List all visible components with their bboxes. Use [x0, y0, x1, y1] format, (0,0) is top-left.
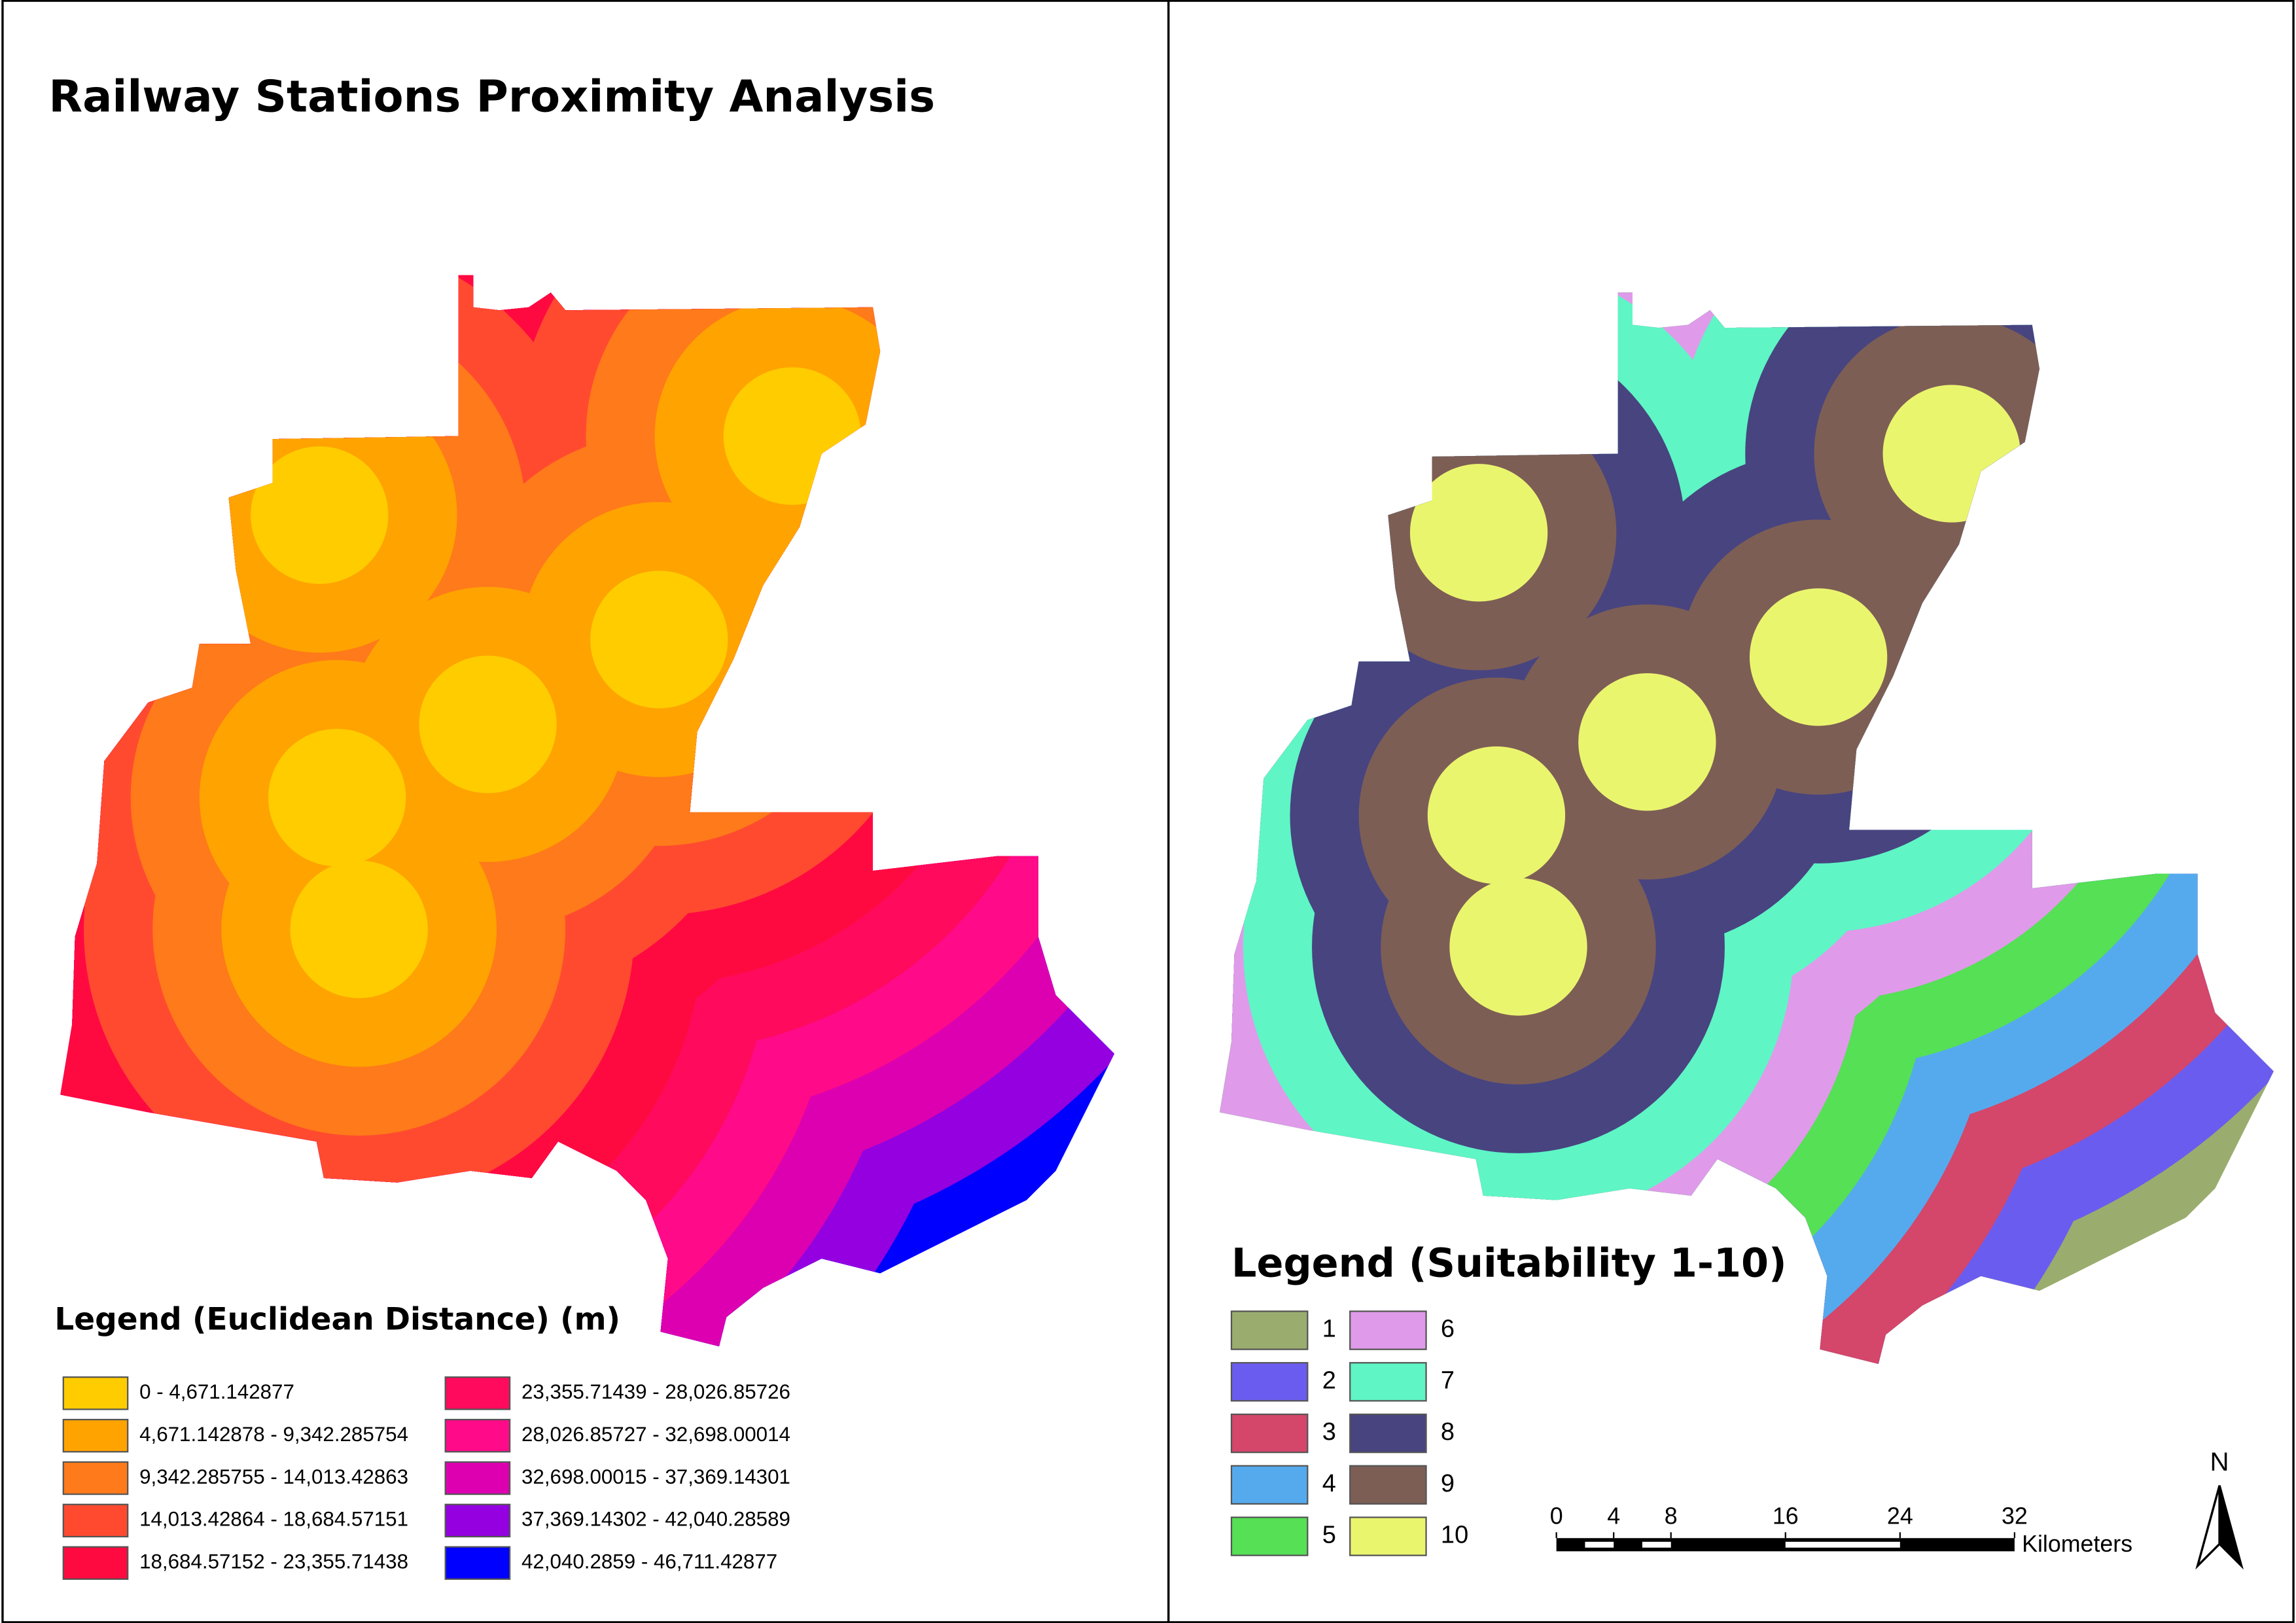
legend-swatch: [62, 1418, 129, 1453]
legend-swatch: [1230, 1465, 1309, 1505]
suitability-zone: [1749, 588, 1888, 726]
scale-tick-label: 16: [1773, 1503, 1799, 1529]
legend-label: 42,040.2859 - 46,711.42877: [521, 1550, 777, 1573]
suitability-zone: [1578, 673, 1716, 811]
legend-swatch: [62, 1546, 129, 1580]
distance-zone: [419, 655, 557, 794]
legend-label: 7: [1441, 1367, 1455, 1394]
scale-tick-label: 8: [1665, 1503, 1678, 1529]
north-label: N: [2210, 1447, 2229, 1476]
legend-label: 8: [1441, 1418, 1455, 1446]
scale-tick-label: 32: [2002, 1503, 2028, 1529]
scale-bar-segment: [1585, 1541, 1614, 1548]
legend-label: 1: [1322, 1316, 1336, 1343]
legend-label: 10: [1441, 1522, 1468, 1549]
legend-swatch: [1349, 1362, 1427, 1402]
distance-legend-title: Legend (Euclidean Distance) (m): [54, 1302, 620, 1338]
legend-label: 14,013.42864 - 18,684.57151: [139, 1508, 408, 1531]
legend-swatch: [62, 1376, 129, 1410]
legend-swatch: [1349, 1516, 1427, 1556]
north-arrow-right: [2218, 1485, 2244, 1570]
legend-label: 28,026.85727 - 32,698.00014: [521, 1423, 790, 1446]
north-arrow: N: [2195, 1447, 2244, 1570]
distance-zone: [723, 367, 862, 505]
legend-label: 23,355.71439 - 28,026.85726: [521, 1380, 790, 1403]
suitability-zone: [1449, 878, 1587, 1016]
legend-swatch: [1349, 1310, 1427, 1350]
legend-swatch: [444, 1418, 511, 1453]
scale-unit: Kilometers: [2022, 1531, 2132, 1557]
scale-bar-segment: [1642, 1541, 1671, 1548]
suitability-zone: [1427, 746, 1566, 884]
map-title: Railway Stations Proximity Analysis: [48, 71, 935, 122]
legend-label: 4: [1322, 1470, 1336, 1497]
distance-zone: [251, 446, 389, 584]
legend-label: 32,698.00015 - 37,369.14301: [521, 1465, 790, 1488]
legend-swatch: [1349, 1465, 1427, 1505]
legend-label: 9: [1441, 1470, 1455, 1497]
distance-zone: [590, 570, 728, 708]
suitability-map: [1220, 292, 2274, 1365]
distance-zone: [290, 860, 428, 998]
legend-label: 37,369.14302 - 42,040.28589: [521, 1508, 790, 1531]
scale-tick-label: 24: [1887, 1503, 1913, 1529]
distance-zone: [268, 729, 406, 867]
legend-label: 6: [1441, 1316, 1455, 1343]
suitability-map-frame: [1220, 292, 2274, 1365]
legend-swatch: [444, 1376, 511, 1410]
north-arrow-left: [2195, 1485, 2221, 1570]
legend-label: 5: [1322, 1522, 1336, 1549]
suitability-zone: [1882, 385, 2021, 523]
legend-swatch: [1230, 1310, 1309, 1350]
legend-swatch: [1230, 1413, 1309, 1454]
legend-swatch: [1349, 1413, 1427, 1454]
legend-swatch: [1230, 1362, 1309, 1402]
legend-label: 18,684.57152 - 23,355.71438: [139, 1550, 408, 1573]
scale-tick-label: 4: [1607, 1503, 1620, 1529]
legend-swatch: [444, 1503, 511, 1538]
legend-swatch: [1230, 1516, 1309, 1556]
legend-label: 0 - 4,671.142877: [139, 1380, 294, 1403]
legend-swatch: [62, 1503, 129, 1538]
legend-swatch: [444, 1461, 511, 1495]
suitability-zone: [1409, 464, 1548, 602]
scale-bar-segment: [1785, 1541, 1900, 1548]
legend-swatch: [444, 1546, 511, 1580]
scale-tick-label: 0: [1550, 1503, 1563, 1529]
legend-label: 2: [1322, 1367, 1336, 1394]
suitability-legend-title: Legend (Suitability 1-10): [1231, 1241, 1787, 1287]
legend-label: 9,342.285755 - 14,013.42863: [139, 1465, 408, 1488]
legends: 0 - 4,671.142877 4,671.142878 - 9,342.285…: [62, 1310, 1468, 1580]
legend-label: 3: [1322, 1418, 1336, 1446]
legend-label: 4,671.142878 - 9,342.285754: [139, 1423, 408, 1446]
legend-swatch: [62, 1461, 129, 1495]
